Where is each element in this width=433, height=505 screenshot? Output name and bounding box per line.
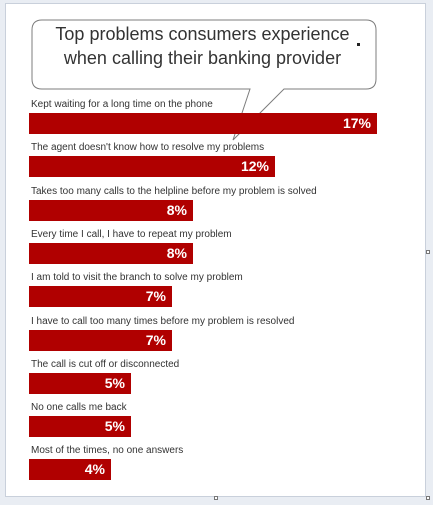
bar: 7%	[29, 330, 172, 351]
bar-value-label: 4%	[84, 461, 105, 477]
bar-label: The agent doesn't know how to resolve my…	[31, 142, 265, 153]
bar: 5%	[29, 373, 131, 394]
bar-label: Kept waiting for a long time on the phon…	[31, 99, 213, 110]
bar-label: I am told to visit the branch to solve m…	[31, 272, 243, 283]
bar-label: Every time I call, I have to repeat my p…	[31, 229, 232, 240]
bar: 4%	[29, 459, 111, 480]
resize-handle-right[interactable]	[426, 250, 430, 254]
bar-label: Takes too many calls to the helpline bef…	[31, 186, 317, 197]
bar: 8%	[29, 243, 193, 264]
bar: 12%	[29, 156, 275, 177]
bar-label: No one calls me back	[31, 402, 127, 413]
bar-value-label: 12%	[240, 158, 269, 174]
bar-value-label: 17%	[342, 115, 371, 131]
bar-label: The call is cut off or disconnected	[31, 359, 180, 370]
chart-title-line-1: Top problems consumers experience	[55, 24, 350, 44]
resize-handle-bottom[interactable]	[214, 496, 218, 500]
chart-title: Top problems consumers experience when c…	[30, 22, 375, 70]
bar-value-label: 8%	[166, 202, 187, 218]
bar: 17%	[29, 113, 377, 134]
bar-label: Most of the times, no one answers	[31, 445, 184, 456]
bar-value-label: 8%	[166, 245, 187, 261]
bar-value-label: 5%	[104, 418, 125, 434]
chart-title-line-2: when calling their banking provider	[63, 48, 342, 68]
bar-value-label: 7%	[145, 288, 166, 304]
bar-label: I have to call too many times before my …	[31, 316, 295, 327]
bar: 8%	[29, 200, 193, 221]
bar: 5%	[29, 416, 131, 437]
resize-handle-corner[interactable]	[426, 496, 430, 500]
bar-value-label: 7%	[145, 332, 166, 348]
bar-value-label: 5%	[104, 375, 125, 391]
bar: 7%	[29, 286, 172, 307]
